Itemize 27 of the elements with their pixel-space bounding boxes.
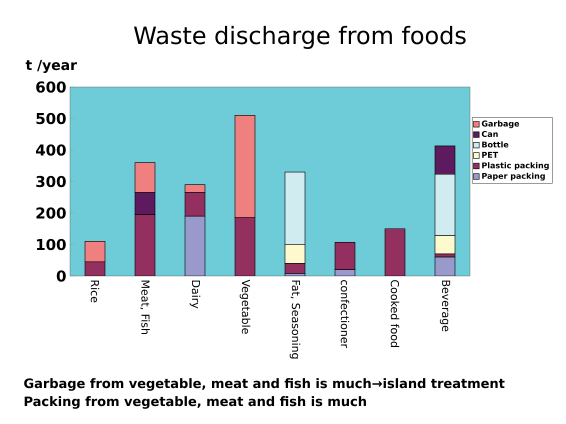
y-tick-label: 600 — [36, 81, 66, 93]
bar — [334, 242, 356, 270]
x-tick-label: Vegetable — [240, 280, 250, 334]
bar — [434, 256, 456, 276]
x-tick-label: Meat, Fish — [140, 280, 150, 334]
bar — [184, 216, 206, 276]
text: Garbage from vegetable, meat and fish is much→island treatment — [24, 378, 505, 391]
x-tick-label: Rice — [90, 280, 100, 302]
bar — [184, 192, 206, 216]
x-tick-label: Fat, Seasoning — [290, 280, 300, 359]
text: Packing from vegetable, meat and fish is much — [24, 396, 366, 409]
x-tick-label: confectioner — [340, 280, 350, 348]
y-tick-label: 200 — [36, 207, 66, 219]
y-tick-label: 400 — [36, 144, 66, 156]
bar — [234, 217, 256, 276]
y-tick-label: 100 — [36, 238, 66, 250]
bar — [384, 228, 406, 276]
x-tick-label: Beverage — [440, 280, 450, 332]
bar — [134, 214, 156, 276]
y-tick-label: 300 — [36, 176, 66, 188]
chart-title: Waste discharge from foods — [134, 26, 466, 49]
y-tick-label: 500 — [36, 112, 66, 124]
bar — [84, 262, 106, 276]
y-tick-label: 0 — [56, 270, 66, 282]
x-tick-label: Cooked food — [390, 280, 400, 347]
x-tick-label: Dairy — [190, 280, 200, 308]
y-axis-title: t /year — [26, 60, 77, 74]
